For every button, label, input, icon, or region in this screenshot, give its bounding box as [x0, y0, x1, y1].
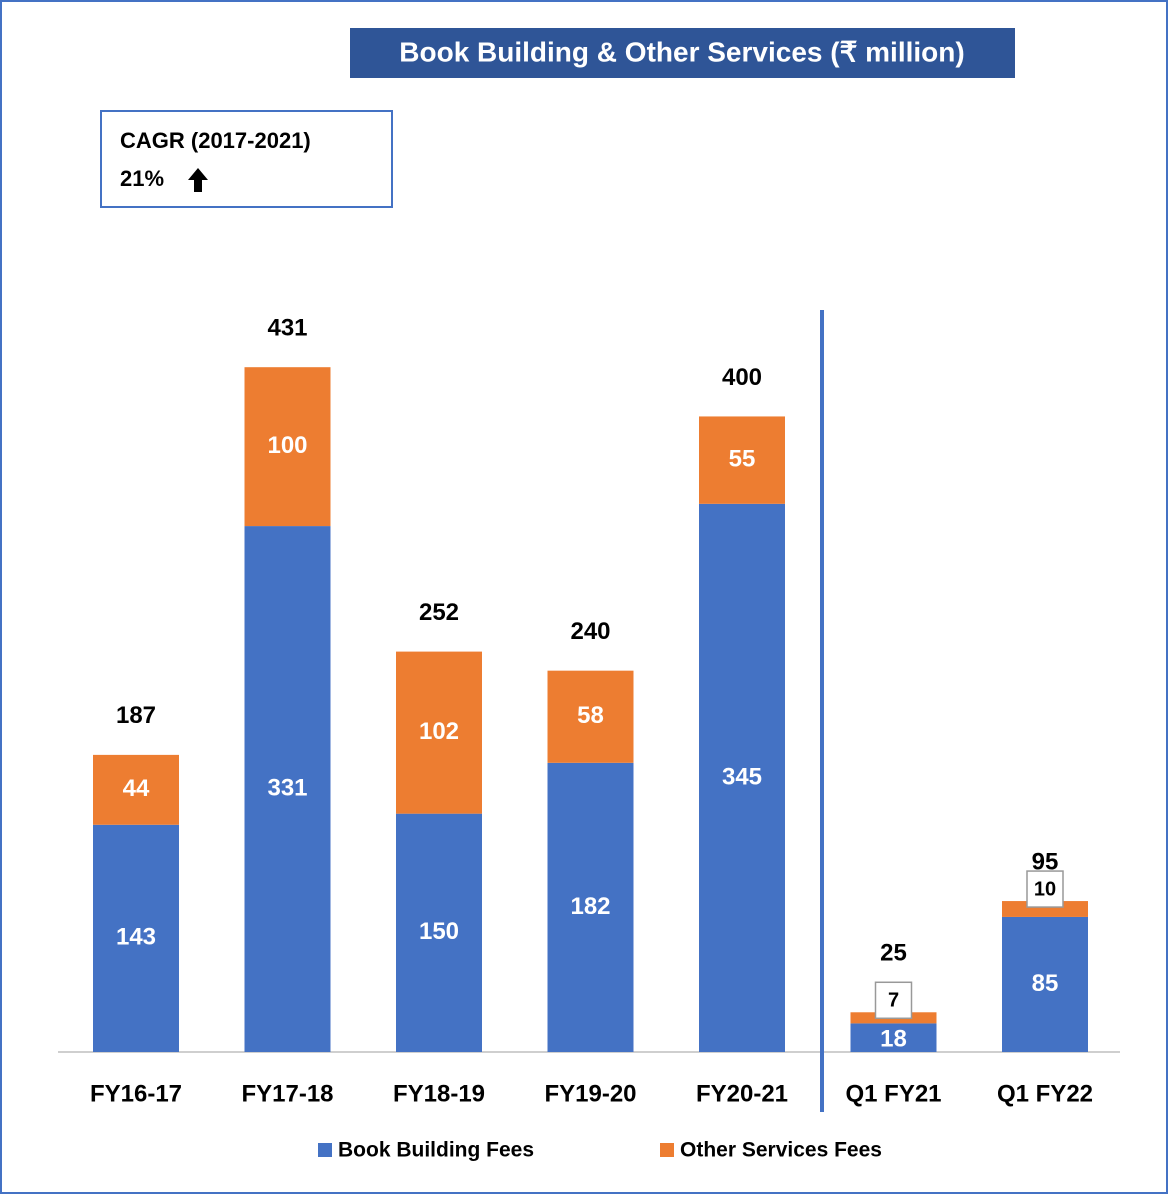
bar-segment — [396, 651, 482, 814]
bar-segment — [547, 670, 634, 763]
bar-segment — [1002, 916, 1088, 1052]
value-label: 102 — [419, 718, 459, 745]
label-box — [1026, 870, 1064, 908]
chart-title: Book Building & Other Services (₹ millio… — [399, 36, 964, 67]
value-label: 100 — [267, 432, 307, 459]
annotation-title: CAGR (2017-2021) — [120, 128, 311, 153]
total-label: 95 — [1032, 848, 1059, 875]
bar-segment — [547, 762, 634, 1052]
total-label: 431 — [267, 315, 307, 342]
bar-segment — [396, 813, 482, 1052]
annotation-box — [100, 110, 393, 208]
legend-label: Other Services Fees — [680, 1139, 882, 1162]
x-tick-label: FY18-19 — [393, 1080, 485, 1107]
value-label: 143 — [116, 924, 156, 951]
value-label: 18 — [880, 1025, 907, 1052]
legend-swatch — [318, 1143, 332, 1157]
bar-segment — [850, 1023, 937, 1052]
bar-segment — [93, 824, 179, 1052]
total-label: 187 — [116, 702, 156, 729]
value-label: 55 — [729, 445, 756, 472]
total-label: 400 — [722, 364, 762, 391]
bar-segment — [93, 754, 179, 825]
value-label: 150 — [419, 918, 459, 945]
x-tick-label: Q1 FY21 — [845, 1080, 941, 1107]
value-label: 331 — [267, 774, 307, 801]
value-label: 10 — [1034, 878, 1056, 900]
total-label: 240 — [570, 618, 610, 645]
legend-label: Book Building Fees — [338, 1139, 534, 1162]
total-label: 25 — [880, 940, 907, 967]
x-tick-label: FY19-20 — [544, 1080, 636, 1107]
bar-segment — [699, 503, 785, 1052]
annotation-value: 21% — [120, 166, 164, 191]
label-box — [874, 981, 913, 1020]
x-tick-label: FY20-21 — [696, 1080, 788, 1107]
x-tick-label: FY17-18 — [241, 1080, 333, 1107]
bar-segment — [244, 367, 331, 527]
value-label: 345 — [722, 763, 762, 790]
value-label: 58 — [577, 702, 604, 729]
total-label: 252 — [419, 599, 459, 626]
x-tick-label: FY16-17 — [90, 1080, 182, 1107]
title-box — [350, 28, 1015, 78]
value-label: 85 — [1032, 970, 1059, 997]
value-label: 44 — [123, 775, 150, 802]
bar-segment — [244, 526, 331, 1052]
up-arrow — [188, 168, 208, 192]
legend-swatch — [660, 1143, 674, 1157]
value-label: 182 — [570, 893, 610, 920]
bar-segment — [699, 416, 785, 504]
value-label: 7 — [888, 990, 899, 1012]
bar-segment — [1002, 901, 1088, 917]
x-tick-label: Q1 FY22 — [997, 1080, 1093, 1107]
